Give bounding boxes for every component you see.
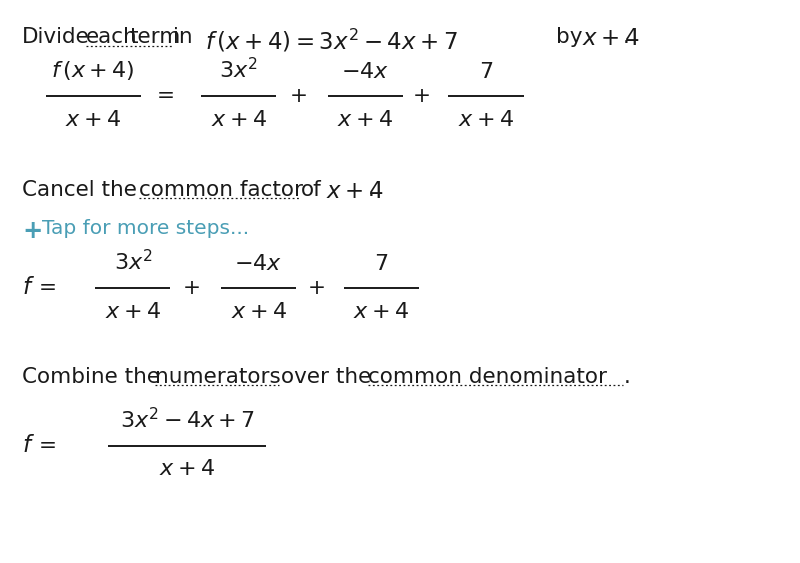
Text: by: by <box>556 27 583 47</box>
Text: over the: over the <box>282 367 371 387</box>
Text: =: = <box>39 436 57 455</box>
Text: numerators: numerators <box>154 367 280 387</box>
Text: $3x^2$: $3x^2$ <box>219 57 258 82</box>
Text: $x+4$: $x+4$ <box>66 110 121 129</box>
Text: Divide: Divide <box>22 27 90 47</box>
Text: Cancel the: Cancel the <box>22 180 137 199</box>
Text: $3x^2-4x+7$: $3x^2-4x+7$ <box>120 406 254 432</box>
Text: $x+4$: $x+4$ <box>458 110 514 129</box>
Text: each: each <box>86 27 138 47</box>
Text: $3x^2$: $3x^2$ <box>114 249 152 274</box>
Text: $x+4$: $x+4$ <box>105 302 161 321</box>
Text: =: = <box>39 278 57 298</box>
Text: $x+4$: $x+4$ <box>338 110 394 129</box>
Text: common denominator: common denominator <box>368 367 607 387</box>
Text: $x+4$: $x+4$ <box>326 180 383 203</box>
Text: +: + <box>183 278 201 298</box>
Text: +: + <box>290 86 308 106</box>
Text: $7$: $7$ <box>374 254 388 274</box>
Text: $f$: $f$ <box>22 434 35 457</box>
Text: +: + <box>22 219 42 243</box>
Text: $x+4$: $x+4$ <box>354 302 409 321</box>
Text: $f\,(x+4)$: $f\,(x+4)$ <box>51 59 135 82</box>
Text: $x+4$: $x+4$ <box>210 110 266 129</box>
Text: $7$: $7$ <box>479 62 494 82</box>
Text: $x+4$: $x+4$ <box>582 27 639 50</box>
Text: $f$: $f$ <box>22 276 35 300</box>
Text: $x+4$: $x+4$ <box>159 459 215 479</box>
Text: .: . <box>622 27 630 47</box>
Text: $x+4$: $x+4$ <box>230 302 286 321</box>
Text: in: in <box>174 27 193 47</box>
Text: +: + <box>308 278 326 298</box>
Text: .: . <box>367 180 374 199</box>
Text: Combine the: Combine the <box>22 367 160 387</box>
Text: term: term <box>130 27 182 47</box>
Text: $f\,(x+4)=3x^2-4x+7$: $f\,(x+4)=3x^2-4x+7$ <box>205 27 458 54</box>
Text: Tap for more steps...: Tap for more steps... <box>42 219 249 238</box>
Text: $-4x$: $-4x$ <box>234 254 282 274</box>
Text: .: . <box>624 367 630 387</box>
Text: $-4x$: $-4x$ <box>342 62 390 82</box>
Text: of: of <box>301 180 322 199</box>
Text: =: = <box>157 86 174 106</box>
Text: +: + <box>413 86 430 106</box>
Text: common factor: common factor <box>138 180 302 199</box>
